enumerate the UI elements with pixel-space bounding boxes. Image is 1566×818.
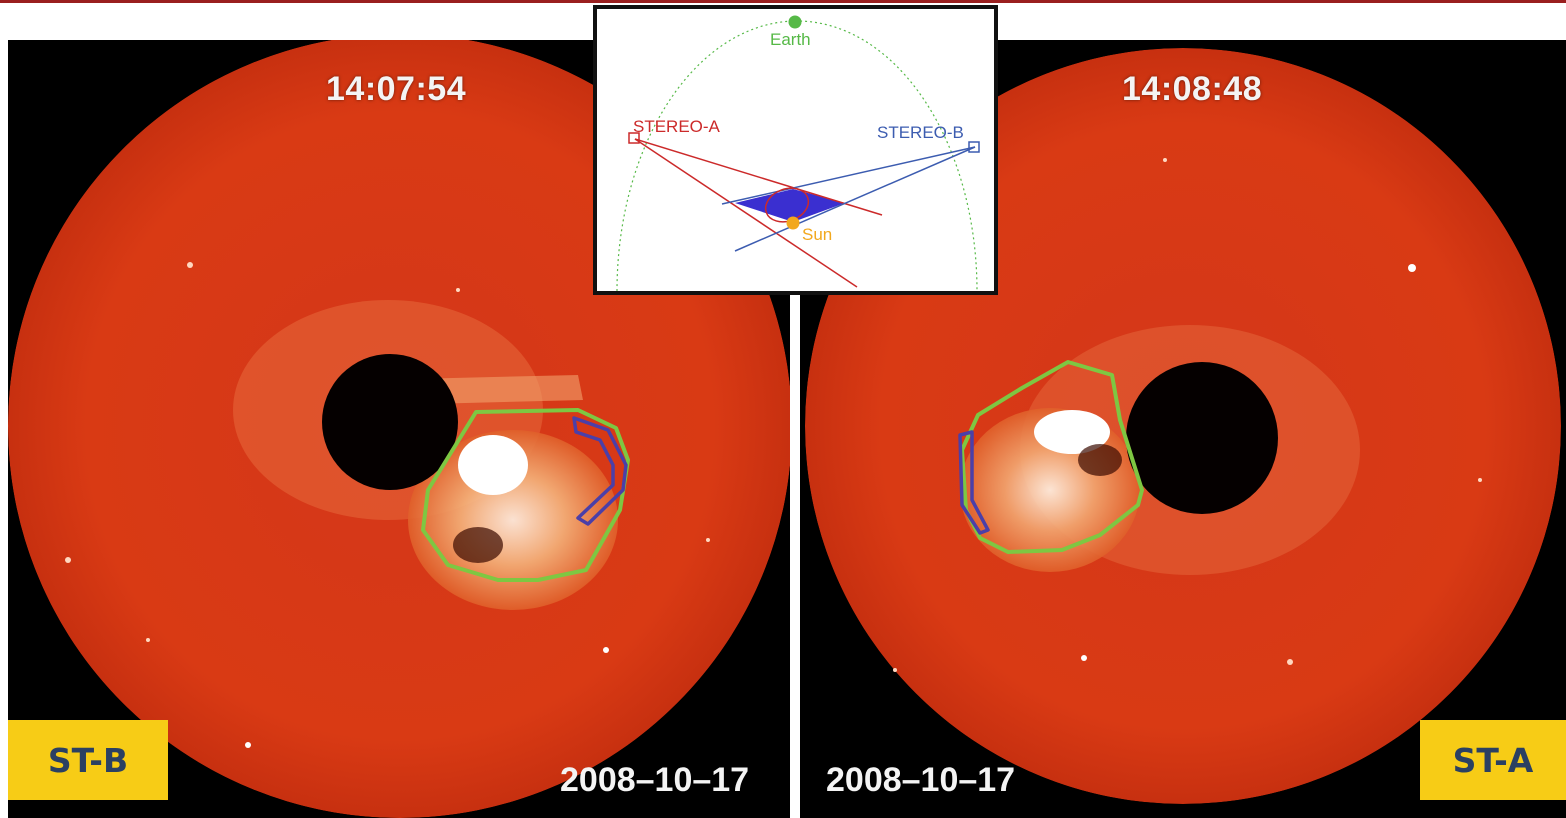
sun-label: Sun	[802, 225, 833, 244]
stereo-b-icon	[968, 141, 980, 153]
overlap-region	[735, 189, 845, 222]
cme-outline-green	[421, 408, 630, 582]
occulting-disk	[1126, 362, 1278, 514]
geometry-diagram	[616, 15, 980, 291]
stereo-a-label: STEREO-A	[633, 117, 720, 136]
stereo-a-icon	[628, 132, 640, 144]
spacecraft-geometry-inset: Earth STEREO-A STEREO-B Sun	[593, 5, 998, 295]
cme-white-core	[458, 435, 528, 495]
stereo-b-label: STEREO-B	[877, 123, 964, 142]
observation-time: 14:07:54	[326, 70, 467, 108]
observation-date: 2008–10–17	[826, 761, 1016, 799]
sun-icon	[786, 216, 800, 230]
earth-label: Earth	[770, 30, 811, 49]
spacecraft-tag-st-a: ST-A	[1420, 720, 1566, 800]
cme-outline-green	[960, 360, 1144, 554]
earth-orbit	[616, 20, 978, 291]
observation-date: 2008–10–17	[560, 761, 750, 799]
cme-outline-blue	[572, 416, 628, 526]
cme-white-core	[1034, 410, 1110, 454]
cme-outline-blue	[958, 430, 990, 535]
top-rule	[0, 0, 1566, 3]
occulting-disk	[322, 354, 458, 490]
spacecraft-tag-st-b: ST-B	[8, 720, 168, 800]
earth-icon	[788, 15, 802, 29]
observation-time: 14:08:48	[1122, 70, 1263, 108]
